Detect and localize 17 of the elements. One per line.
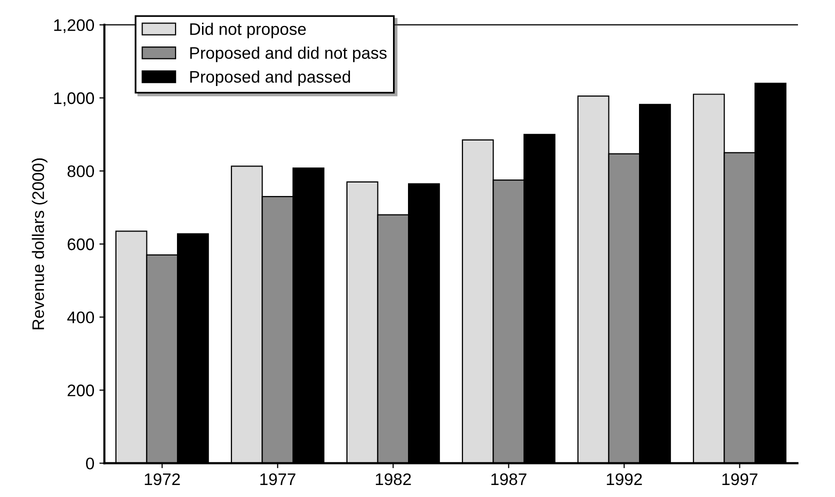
y-tick-label: 1,000 [54,92,94,106]
y-axis-title: Revenue dollars (2000) [32,158,48,330]
x-tick-label: 1987 [491,473,526,486]
x-tick-label: 1972 [144,473,180,486]
legend-label: Did not propose [190,22,306,38]
y-tick-label: 600 [68,238,94,250]
x-tick-label: 1992 [606,473,642,486]
y-tick-label: 400 [67,311,94,324]
y-tick-label: 1,200 [54,19,94,34]
legend-label: Proposed and passed [190,70,350,86]
y-tick-label: 800 [68,165,94,178]
x-tick-label: 1982 [376,473,411,486]
x-tick-label: 1977 [260,473,296,486]
y-tick-label: 200 [68,384,94,396]
legend-label: Proposed and did not pass [190,46,387,62]
x-tick-label: 1997 [722,473,758,486]
y-tick-label: 0 [86,458,94,470]
